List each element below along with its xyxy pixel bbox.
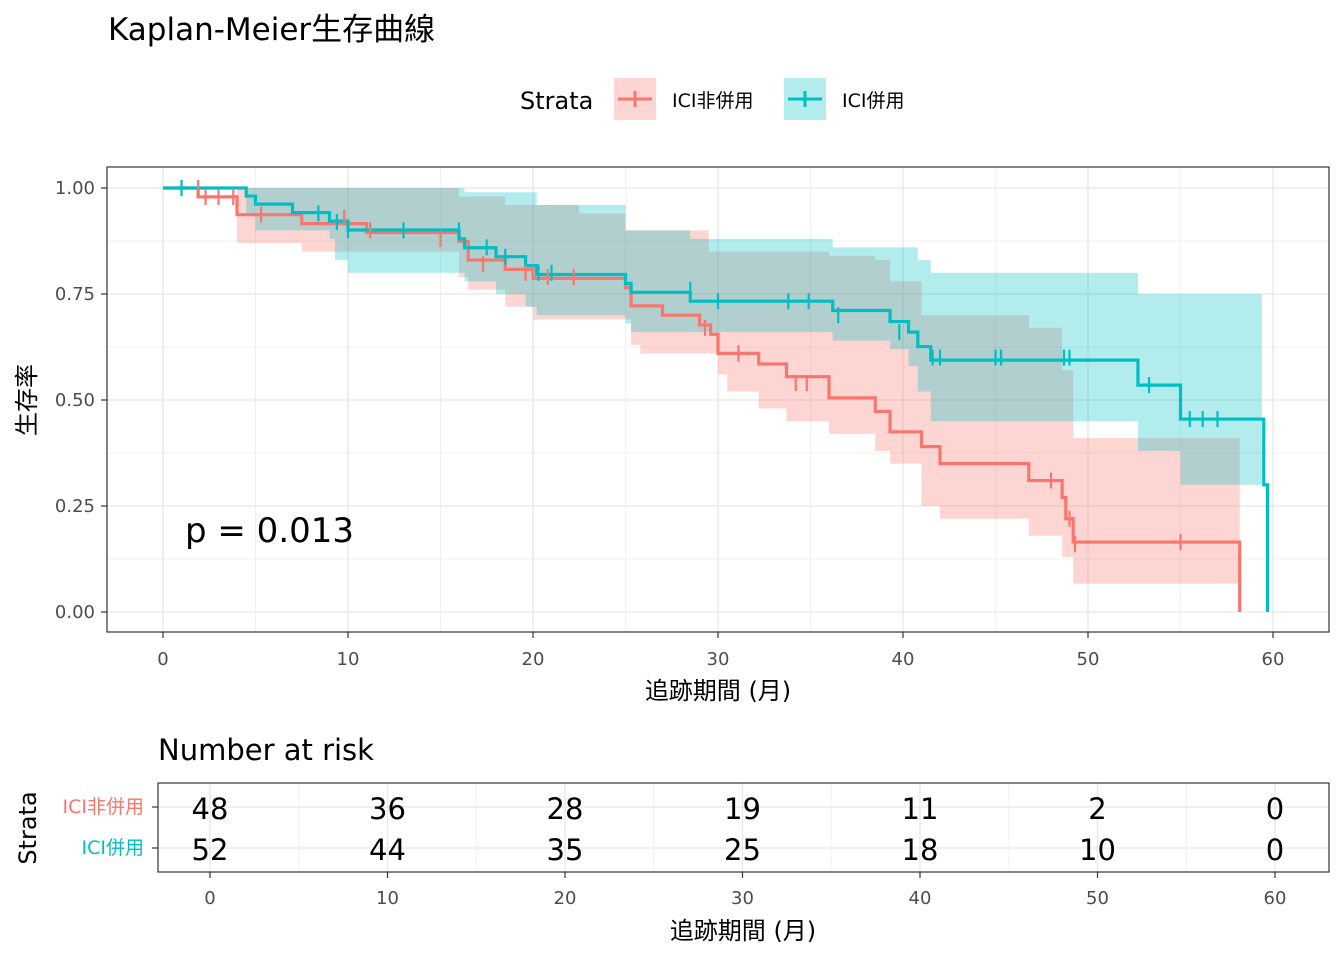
- chart-title: Kaplan-Meier生存曲線: [108, 12, 435, 48]
- risk-row-label: ICI併用: [82, 837, 144, 859]
- risk-table-axes: ICI非併用 ICI併用 0 10 20 30 40 50 60: [63, 796, 1287, 909]
- risk-cell: 0: [1266, 792, 1284, 826]
- risk-cell: 11: [902, 792, 939, 826]
- survival-curve-0: [163, 186, 1242, 612]
- risk-cell: 52: [192, 833, 229, 867]
- survival-plot: 0 10 20 30 40 50 60 0.00 0.25 0.50 0.75 1.00 p = 0.…: [13, 166, 1330, 705]
- risk-x-tick-label: 20: [554, 888, 577, 909]
- legend-title: Strata: [520, 87, 593, 115]
- risk-x-tick-label: 0: [204, 888, 215, 909]
- plot-grid: [107, 167, 1329, 632]
- risk-cell: 28: [547, 792, 584, 826]
- risk-cell: 44: [369, 833, 406, 867]
- risk-cell: 36: [369, 792, 406, 826]
- legend-item-1: ICI併用: [784, 78, 904, 120]
- risk-row-label: ICI非併用: [63, 796, 144, 818]
- risk-table-border: [157, 782, 1330, 873]
- censor-marks: [180, 180, 1219, 553]
- ci-band-1: [163, 188, 1262, 485]
- risk-table-title: Number at risk: [158, 733, 374, 767]
- ci-band-0: [163, 188, 1240, 584]
- risk-cell: 35: [547, 833, 584, 867]
- risk-cell: 2: [1088, 792, 1106, 826]
- risk-table-cells: 48 36 28 19 11 2 0 52 44 35 25 18 10 0: [192, 792, 1285, 867]
- x-axis-title: 追跡期間 (月): [645, 677, 791, 705]
- p-value: p = 0.013: [185, 511, 354, 551]
- x-tick-label: 40: [892, 649, 915, 670]
- risk-cell: 10: [1079, 833, 1116, 867]
- y-tick-label: 0.75: [55, 284, 95, 305]
- legend: Strata ICI非併用 ICI併用: [520, 78, 904, 120]
- risk-cell: 48: [192, 792, 229, 826]
- risk-x-tick-label: 60: [1264, 888, 1287, 909]
- x-tick-label: 30: [707, 649, 730, 670]
- x-tick-label: 50: [1077, 649, 1100, 670]
- legend-label-0: ICI非併用: [672, 90, 753, 112]
- x-tick-label: 10: [337, 649, 360, 670]
- plot-axes: 0 10 20 30 40 50 60 0.00 0.25 0.50 0.75 1.00: [55, 178, 1285, 670]
- risk-cell: 25: [724, 833, 761, 867]
- y-tick-label: 0.25: [55, 496, 95, 517]
- risk-x-tick-label: 10: [376, 888, 399, 909]
- legend-item-0: ICI非併用: [614, 78, 753, 120]
- x-tick-label: 20: [522, 649, 545, 670]
- y-tick-label: 0.00: [55, 602, 95, 623]
- confidence-bands: [163, 188, 1262, 584]
- risk-cell: 19: [724, 792, 761, 826]
- risk-table: Number at risk 48 36 28 19 11 2 052 44 35 25 18 10 0…: [14, 733, 1330, 945]
- risk-y-axis-title: Strata: [14, 791, 42, 864]
- y-tick-label: 0.50: [55, 390, 95, 411]
- risk-table-grid: [158, 783, 1329, 872]
- risk-x-tick-label: 50: [1086, 888, 1109, 909]
- y-tick-label: 1.00: [55, 178, 95, 199]
- y-axis-title: 生存率: [13, 364, 41, 436]
- x-tick-label: 60: [1262, 649, 1285, 670]
- legend-label-1: ICI併用: [842, 90, 904, 112]
- risk-x-tick-label: 30: [731, 888, 754, 909]
- risk-cell: 18: [902, 833, 939, 867]
- risk-table-panel: [158, 783, 1329, 872]
- risk-cell: 0: [1266, 833, 1284, 867]
- risk-x-tick-label: 40: [909, 888, 932, 909]
- risk-x-axis-title: 追跡期間 (月): [670, 917, 816, 945]
- x-tick-label: 0: [157, 649, 168, 670]
